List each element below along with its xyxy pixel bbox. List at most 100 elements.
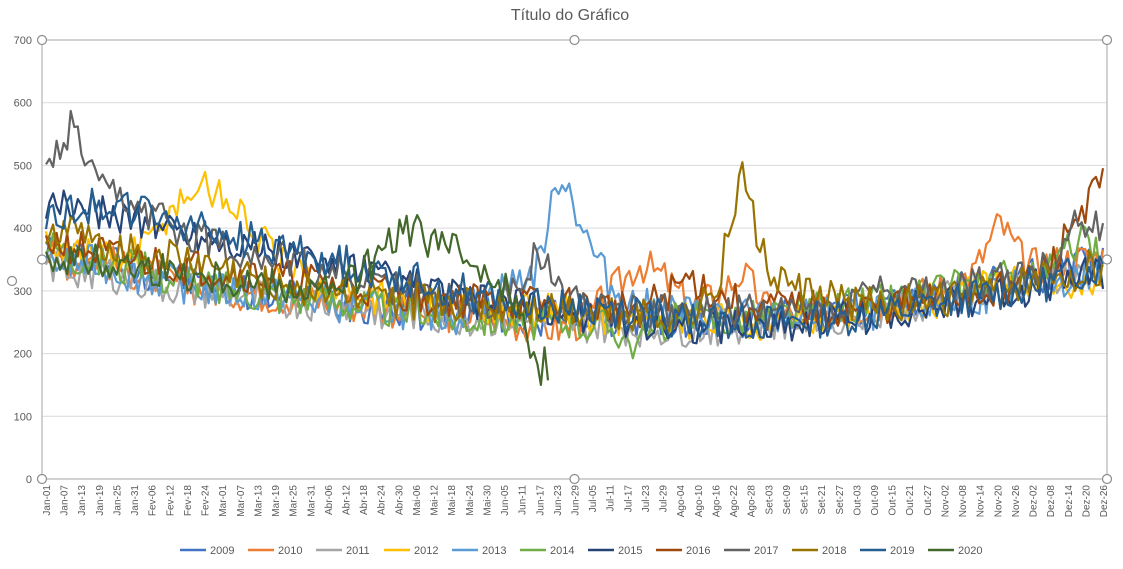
- x-tick-label: Jul-23: [641, 485, 652, 513]
- x-tick-label: Dez-26: [1099, 485, 1110, 518]
- legend-label: 2017: [754, 545, 778, 557]
- x-tick-label: Fev-12: [165, 485, 176, 517]
- series-line-2020: [44, 214, 550, 386]
- x-tick-label: Jun-11: [518, 485, 529, 515]
- resize-handle[interactable]: [1101, 473, 1113, 485]
- y-tick-label: 300: [14, 286, 32, 298]
- resize-handle[interactable]: [569, 34, 580, 46]
- x-tick-label: Jan-13: [77, 485, 88, 516]
- x-tick-label: Fev-18: [183, 485, 194, 517]
- x-tick-label: Nov-20: [993, 485, 1004, 518]
- x-tick-label: Set-27: [835, 485, 846, 515]
- x-tick-label: Set-21: [817, 485, 828, 515]
- x-tick-label: Out-27: [923, 485, 934, 516]
- x-tick-label: Jul-05: [588, 485, 599, 513]
- plot-area-frame: [41, 39, 1108, 480]
- chart-title: Título do Gráfico: [511, 7, 629, 24]
- x-tick-label: Jan-31: [130, 485, 141, 516]
- x-tick-label: Jan-01: [42, 485, 53, 516]
- x-tick-label: Mai-30: [482, 485, 493, 516]
- x-tick-label: Abr-24: [377, 485, 388, 515]
- legend-label: 2012: [414, 545, 438, 557]
- legend-label: 2018: [822, 545, 846, 557]
- x-axis: Jan-01 Jan-07 Jan-13 Jan-19 Jan-25 Jan-31 Fev-…: [42, 485, 1110, 518]
- selection-handles[interactable]: [6, 34, 1113, 485]
- x-tick-label: Nov-26: [1011, 485, 1022, 518]
- resize-handle[interactable]: [36, 254, 48, 265]
- resize-handle[interactable]: [6, 275, 18, 287]
- x-tick-label: Out-21: [905, 485, 916, 516]
- x-tick-label: Jun-17: [535, 485, 546, 516]
- y-tick-label: 100: [14, 411, 32, 423]
- legend: 2009 2010 2011 2012 2013 2014 2015 2016 2017 2018…: [180, 545, 982, 557]
- y-tick-label: 600: [14, 98, 32, 110]
- x-tick-label: Jan-07: [60, 485, 71, 516]
- y-tick-label: 0: [26, 474, 32, 486]
- x-tick-label: Set-15: [800, 485, 811, 515]
- x-tick-label: Nov-14: [976, 485, 987, 518]
- x-tick-label: Ago-22: [729, 485, 740, 518]
- resize-handle[interactable]: [36, 34, 48, 46]
- x-tick-label: Ago-10: [694, 485, 705, 518]
- legend-label: 2009: [210, 545, 234, 557]
- resize-handle[interactable]: [36, 473, 48, 485]
- x-tick-label: Out-09: [870, 485, 881, 516]
- x-tick-label: Set-09: [782, 485, 793, 515]
- x-tick-label: Out-15: [888, 485, 899, 516]
- series-line-2019: [44, 187, 1104, 340]
- x-tick-label: Mar-13: [253, 485, 264, 517]
- legend-label: 2015: [618, 545, 642, 557]
- x-tick-label: Fev-24: [201, 485, 212, 517]
- x-tick-label: Mar-07: [236, 485, 247, 517]
- legend-label: 2014: [550, 545, 574, 557]
- legend-label: 2016: [686, 545, 710, 557]
- x-tick-label: Abr-18: [359, 485, 370, 515]
- x-tick-label: Mai-06: [412, 485, 423, 516]
- resize-handle[interactable]: [1101, 254, 1113, 265]
- x-tick-label: Ago-16: [711, 485, 722, 518]
- x-tick-label: Dez-02: [1029, 485, 1040, 518]
- x-tick-label: Jun-23: [553, 485, 564, 516]
- y-tick-label: 200: [14, 349, 32, 361]
- x-tick-label: Jan-19: [95, 485, 106, 516]
- y-tick-label: 500: [14, 160, 32, 172]
- x-tick-label: Jul-11: [606, 485, 617, 512]
- x-tick-label: Ago-28: [747, 485, 758, 518]
- x-tick-label: Mar-01: [218, 485, 229, 517]
- x-tick-label: Set-03: [764, 485, 775, 515]
- resize-handle[interactable]: [1101, 34, 1113, 46]
- legend-label: 2013: [482, 545, 506, 557]
- x-tick-label: Nov-08: [958, 485, 969, 518]
- resize-handle[interactable]: [569, 473, 580, 485]
- x-tick-label: Abr-30: [394, 485, 405, 515]
- x-tick-label: Dez-20: [1081, 485, 1092, 518]
- x-tick-label: Jun-05: [500, 485, 511, 516]
- legend-label: 2010: [278, 545, 302, 557]
- series-lines: [44, 109, 1105, 386]
- legend-label: 2020: [958, 545, 982, 557]
- x-tick-label: Dez-14: [1064, 485, 1075, 518]
- legend-label: 2019: [890, 545, 914, 557]
- legend-label: 2011: [346, 545, 370, 557]
- x-tick-label: Mai-24: [465, 485, 476, 516]
- x-tick-label: Ago-04: [676, 485, 687, 518]
- x-tick-label: Mar-31: [306, 485, 317, 517]
- x-tick-label: Jun-29: [571, 485, 582, 516]
- y-tick-label: 700: [14, 35, 32, 47]
- series-line-2018: [44, 161, 1105, 334]
- y-axis: 0 100 200 300 400 500 600 700: [14, 35, 32, 486]
- x-tick-label: Abr-12: [341, 485, 352, 515]
- x-tick-label: Jul-29: [659, 485, 670, 513]
- x-tick-label: Mai-18: [447, 485, 458, 516]
- x-tick-label: Mar-19: [271, 485, 282, 517]
- x-tick-label: Nov-02: [940, 485, 951, 518]
- x-tick-label: Mai-12: [430, 485, 441, 516]
- y-tick-label: 400: [14, 223, 32, 235]
- x-tick-label: Fev-06: [148, 485, 159, 517]
- gridlines: [42, 39, 1107, 480]
- x-tick-label: Out-03: [852, 485, 863, 516]
- x-tick-label: Dez-08: [1046, 485, 1057, 518]
- x-tick-label: Mar-25: [289, 485, 300, 517]
